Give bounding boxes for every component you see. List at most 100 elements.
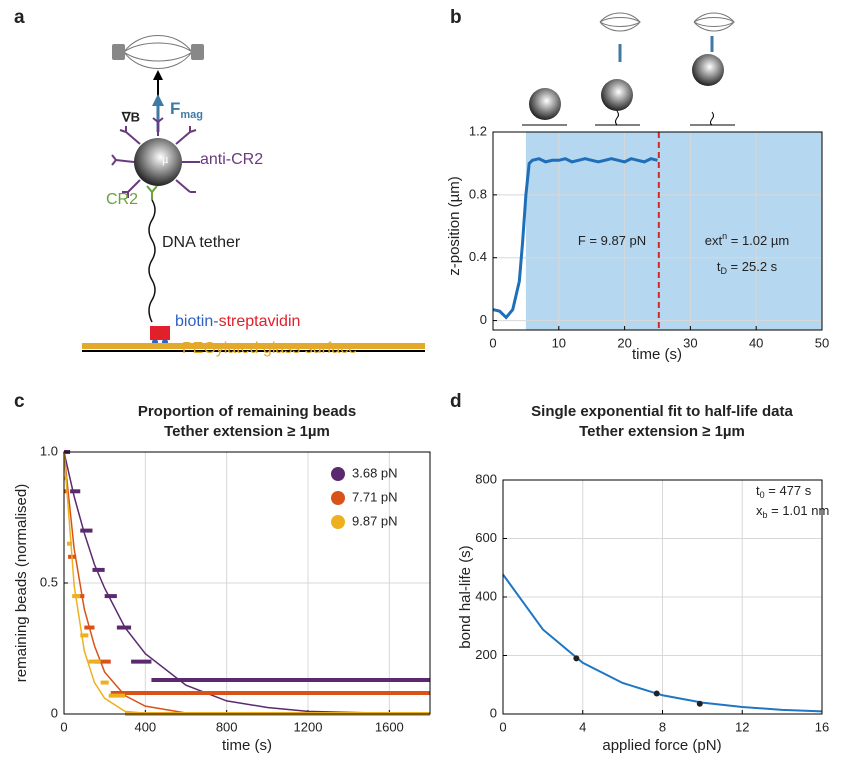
surface	[82, 343, 425, 349]
annotation: tD = 25.2 s	[717, 259, 778, 276]
schematic: ∇B Fmag µ anti-CR2 CR2 DNA tether biotin…	[82, 35, 425, 357]
surface-label: PEGylated glass surface	[182, 340, 357, 357]
panel-label: d	[450, 391, 462, 412]
y-tick-label: 200	[475, 647, 497, 662]
point	[696, 700, 703, 707]
legend-marker	[331, 515, 345, 529]
plot-frame	[502, 479, 823, 715]
icon-magnet	[693, 12, 735, 32]
panel-label: c	[14, 391, 25, 412]
x-tick-label: 400	[134, 719, 156, 734]
b-icons	[522, 12, 735, 126]
y-tick-label: 0.8	[469, 186, 487, 201]
annotation-text: t	[717, 259, 721, 274]
icon-bead	[601, 79, 633, 111]
magnet	[123, 35, 193, 69]
magnet-pole	[112, 44, 125, 60]
x-tick-label: 8	[659, 719, 666, 734]
y-axis-label: remaining beads (normalised)	[13, 484, 30, 682]
antibodies	[111, 117, 200, 198]
magnet-pole	[191, 44, 204, 60]
linker-label: biotin-streptavidin	[175, 313, 300, 330]
x-tick-label: 0	[489, 335, 496, 350]
x-tick-label: 30	[683, 335, 697, 350]
y-tick-label: 0	[480, 312, 487, 327]
gradient-label: ∇B	[121, 109, 140, 124]
chart-title: Tether extension ≥ 1µm	[579, 423, 745, 440]
bead-label: µ	[162, 154, 169, 166]
legend-label: 7.71 pN	[352, 489, 398, 504]
annotation-sub: D	[720, 266, 727, 276]
cr2	[146, 185, 158, 200]
shaded-region	[525, 132, 822, 330]
chart-title: Proportion of remaining beads	[138, 403, 356, 420]
trace	[492, 157, 658, 320]
annotation-text: t	[756, 483, 760, 498]
streptavidin-label: streptavidin	[219, 313, 301, 330]
x-tick-label: 0	[499, 719, 506, 734]
panel-label: a	[14, 7, 25, 28]
x-tick-label: 12	[735, 719, 749, 734]
x-tick-label: 800	[216, 719, 238, 734]
force-label: F	[170, 99, 180, 118]
y-tick-label: 1.2	[469, 123, 487, 138]
biotin-label: biotin-	[175, 313, 219, 330]
annotation: F = 9.87 pN	[578, 233, 646, 248]
y-axis-label: z-position (µm)	[446, 176, 463, 276]
y-tick-label: 600	[475, 530, 497, 545]
annotation-text: = 25.2 s	[727, 259, 778, 274]
annotation-text: F = 9.87 pN	[578, 233, 646, 248]
point	[653, 690, 660, 697]
force-label: Fmag	[170, 99, 203, 120]
x-axis-label: time (s)	[632, 346, 682, 363]
plot-frame	[492, 131, 823, 331]
bead	[134, 138, 182, 186]
annotation-text: = 1.01 nm	[768, 503, 830, 518]
y-tick-label: 0	[51, 705, 58, 720]
y-tick-label: 400	[475, 588, 497, 603]
icon-tether	[710, 111, 714, 126]
x-tick-label: 16	[815, 719, 829, 734]
annotation-text: ext	[705, 233, 723, 248]
dna-tether	[148, 199, 156, 323]
y-tick-label: 0	[490, 705, 497, 720]
force-subscript: mag	[180, 109, 203, 121]
legend-label: 3.68 pN	[352, 465, 398, 480]
chart-title: Tether extension ≥ 1µm	[164, 423, 330, 440]
annotation-text: = 1.02 µm	[727, 233, 789, 248]
x-tick-label: 1600	[375, 719, 404, 734]
panel-label: b	[450, 7, 462, 28]
arrow-head	[153, 70, 163, 80]
tether-label: DNA tether	[162, 234, 241, 251]
legend-label: 9.87 pN	[352, 513, 398, 528]
x-axis-label: applied force (pN)	[602, 737, 721, 754]
arrow-head	[152, 94, 164, 106]
x-axis-label: time (s)	[222, 737, 272, 754]
x-tick-label: 0	[60, 719, 67, 734]
annotation-text: x	[756, 503, 763, 518]
icon-tether	[615, 110, 619, 126]
x-tick-label: 4	[579, 719, 586, 734]
x-tick-label: 20	[617, 335, 631, 350]
y-tick-label: 0.4	[469, 249, 487, 264]
annotation: t0 = 477 s	[756, 483, 812, 500]
streptavidin	[150, 326, 170, 340]
annotation-sup: n	[722, 231, 727, 241]
icon-bead	[529, 88, 561, 120]
legend-marker	[331, 491, 345, 505]
x-tick-label: 40	[749, 335, 763, 350]
y-tick-label: 800	[475, 471, 497, 486]
chart-title: Single exponential fit to half-life data	[531, 403, 793, 420]
x-tick-label: 50	[815, 335, 829, 350]
icon-magnet	[599, 12, 641, 32]
point	[573, 655, 580, 662]
y-axis-label: bond hal-life (s)	[457, 545, 474, 648]
y-tick-label: 1.0	[40, 443, 58, 458]
plot-frame	[63, 451, 431, 715]
annotation: xb = 1.01 nm	[756, 503, 829, 520]
annotation-sub: 0	[760, 490, 765, 500]
annotation-sub: b	[763, 510, 768, 520]
fit-curve	[502, 573, 823, 713]
legend-marker	[331, 467, 345, 481]
